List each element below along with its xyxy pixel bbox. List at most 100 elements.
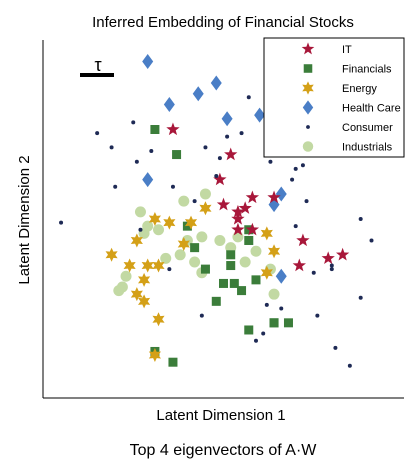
it-point <box>238 201 252 214</box>
consumer-point <box>131 120 136 125</box>
consumer-point <box>300 163 305 168</box>
financials-point <box>269 318 279 328</box>
industrials-point <box>189 256 201 268</box>
financials-point <box>226 250 236 260</box>
health-care-point <box>275 268 287 284</box>
consumer-point <box>95 131 100 136</box>
consumer-point <box>290 177 295 182</box>
it-point <box>213 172 227 186</box>
financials-point <box>283 318 293 328</box>
consumer-point <box>279 306 284 311</box>
it-point <box>292 258 306 272</box>
legend-box <box>263 37 405 158</box>
chart-caption: Top 4 eigenvectors of A·W <box>130 442 318 459</box>
legend-label-industrials: Industrials <box>342 142 393 154</box>
legend-label-financials: Financials <box>342 64 392 76</box>
consumer-point <box>329 263 334 268</box>
health-care-point <box>163 96 175 112</box>
legend-marker-industrials <box>302 141 314 152</box>
it-point <box>267 190 281 204</box>
energy-point <box>163 215 176 230</box>
energy-point <box>141 258 154 273</box>
it-point <box>166 122 180 136</box>
energy-point <box>148 348 161 363</box>
industrials-point <box>153 224 165 236</box>
consumer-point <box>199 313 204 318</box>
energy-point <box>138 272 151 287</box>
it-point <box>321 251 335 265</box>
scale-bar-label: τ <box>94 55 101 75</box>
industrials-point <box>250 245 262 257</box>
it-point <box>231 204 245 218</box>
industrials-point <box>232 231 244 243</box>
consumer-point <box>239 131 244 136</box>
industrials-point <box>120 270 132 282</box>
consumer-point <box>59 220 64 225</box>
energy-point <box>267 244 281 259</box>
industrials-point <box>214 234 226 246</box>
x-axis-label: Latent Dimension 1 <box>156 407 285 424</box>
consumer-point <box>167 267 172 272</box>
legend-label-energy: Energy <box>342 83 377 95</box>
consumer-point <box>170 184 175 189</box>
consumer-point <box>261 331 266 336</box>
consumer-point <box>293 166 298 171</box>
scale-bar: τ <box>80 55 114 77</box>
y-axis-label: Latent Dimension 2 <box>16 155 33 284</box>
consumer-point <box>192 199 197 204</box>
industrials-point <box>134 206 146 218</box>
it-point <box>216 197 231 211</box>
data-points <box>59 53 374 368</box>
industrials-point <box>196 231 208 243</box>
legend-marker-it <box>301 42 315 55</box>
industrials-point <box>160 252 172 264</box>
consumer-point <box>253 338 258 343</box>
legend: IT Financials Energy Health Care Consumer Ind… <box>263 37 405 158</box>
consumer-point <box>268 159 273 164</box>
financials-point <box>182 221 192 231</box>
industrials-point <box>239 256 251 268</box>
energy-point <box>152 258 165 273</box>
it-point <box>224 147 238 161</box>
industrials-point <box>268 288 280 300</box>
consumer-point <box>203 145 208 150</box>
energy-point <box>260 226 273 241</box>
health-care-point <box>142 53 154 69</box>
consumer-point <box>246 95 251 100</box>
it-point <box>245 222 260 236</box>
financials-point <box>172 150 182 160</box>
energy-point <box>184 215 198 230</box>
energy-point <box>148 212 161 226</box>
it-point <box>231 212 245 225</box>
it-point <box>335 247 350 261</box>
consumer-point <box>329 267 334 272</box>
consumer-point <box>149 148 154 153</box>
health-care-point <box>210 75 222 91</box>
plot-area <box>42 40 404 399</box>
consumer-point <box>217 156 222 161</box>
financials-point <box>211 296 221 306</box>
energy-point <box>123 258 136 273</box>
industrials-point <box>174 249 186 261</box>
financials-point <box>219 278 228 288</box>
energy-point <box>199 201 212 216</box>
consumer-point <box>134 159 139 164</box>
consumer-point <box>264 302 269 307</box>
consumer-point <box>347 363 352 368</box>
industrials-point <box>142 220 154 232</box>
health-care-point <box>254 107 266 123</box>
energy-point <box>152 312 165 327</box>
consumer-point <box>109 145 114 150</box>
legend-marker-energy <box>302 81 314 95</box>
health-care-point <box>221 111 233 127</box>
financials-point <box>237 286 247 296</box>
consumer-point <box>358 217 363 221</box>
legend-label-health-care: Health Care <box>342 103 401 115</box>
energy-point <box>138 294 151 309</box>
industrials-point <box>178 195 190 207</box>
it-point <box>245 190 260 204</box>
consumer-point <box>214 174 219 179</box>
financials-point <box>150 125 160 134</box>
industrials-point <box>113 285 125 297</box>
